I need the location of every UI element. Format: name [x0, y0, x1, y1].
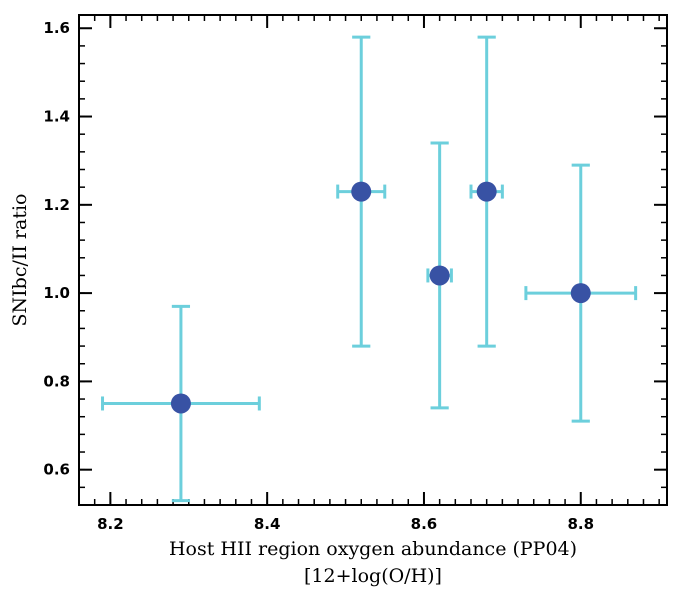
x-tick-label: 8.8	[567, 515, 594, 533]
data-point-group	[469, 35, 504, 348]
data-point-group	[101, 304, 261, 503]
y-tick-label: 0.6	[43, 461, 70, 479]
y-axis-title: SNIbc/II ratio	[9, 194, 31, 327]
x-tick-label: 8.6	[411, 515, 438, 533]
y-tick-label: 1.0	[43, 284, 70, 302]
plot-frame	[78, 14, 668, 506]
x-axis-title: Host HII region oxygen abundance (PP04)	[169, 538, 577, 560]
data-point	[351, 181, 372, 202]
data-point-group	[524, 163, 638, 423]
data-point	[429, 265, 450, 286]
y-tick-label: 1.2	[43, 196, 70, 214]
x-axis-title-units: [12+log(O/H)]	[304, 565, 442, 587]
x-tick-label: 8.4	[254, 515, 281, 533]
data-point	[170, 393, 191, 414]
data-point	[476, 181, 497, 202]
data-point-group	[426, 141, 453, 410]
axis-tick-labels: 8.2 8.4 8.6 8.8 0.6 0.8 1.0 1.2 1.4 1.6	[43, 19, 594, 533]
y-tick-label: 1.4	[43, 108, 70, 126]
y-tick-label: 0.8	[43, 372, 70, 390]
data-point-group	[336, 35, 387, 348]
data-series	[101, 35, 638, 503]
x-tick-label: 8.2	[97, 515, 124, 533]
data-point	[570, 283, 591, 304]
axis-ticks	[78, 15, 667, 506]
y-tick-label: 1.6	[43, 19, 70, 37]
